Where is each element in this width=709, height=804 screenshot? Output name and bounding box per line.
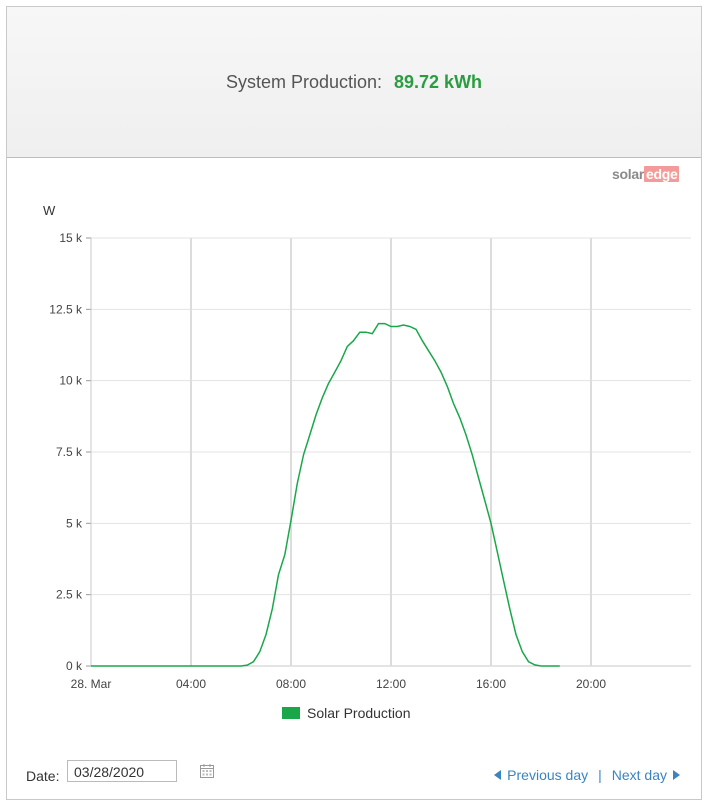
- nav-separator: |: [598, 767, 602, 783]
- date-label: Date:: [26, 768, 60, 784]
- solaredge-logo: solar edge: [612, 166, 680, 182]
- y-axis-label: W: [43, 203, 56, 218]
- x-tick-label: 04:00: [176, 677, 206, 691]
- y-tick-label: 5 k: [66, 516, 83, 530]
- previous-day-link[interactable]: Previous day: [507, 767, 589, 783]
- solar-production-line: [91, 322, 560, 667]
- grid-lines: [86, 237, 691, 667]
- production-value: 89.72 kWh: [394, 71, 483, 92]
- date-value: 03/28/2020: [74, 764, 145, 780]
- y-tick-label: 7.5 k: [56, 445, 83, 459]
- legend-label: Solar Production: [307, 705, 411, 721]
- x-tick-label: 20:00: [576, 677, 606, 691]
- production-panel: System Production: 89.72 kWh: [6, 6, 702, 800]
- chart-legend[interactable]: Solar Production: [282, 705, 411, 721]
- x-tick-label: 28. Mar: [71, 677, 112, 691]
- y-tick-label: 2.5 k: [56, 588, 83, 602]
- triangle-left-icon[interactable]: [494, 770, 502, 780]
- y-tick-label: 0 k: [66, 659, 83, 673]
- date-input[interactable]: 03/28/2020: [67, 760, 214, 782]
- x-tick-label: 08:00: [276, 677, 306, 691]
- x-tick-label: 12:00: [376, 677, 406, 691]
- x-tick-labels: 28. Mar 04:00 08:00 12:00 16:00 20:00: [71, 677, 607, 691]
- y-tick-label: 10 k: [59, 374, 83, 388]
- calendar-icon[interactable]: [199, 763, 215, 779]
- day-navigation: Previous day | Next day: [494, 767, 680, 783]
- y-tick-label: 15 k: [59, 231, 83, 245]
- triangle-right-icon[interactable]: [673, 770, 680, 780]
- legend-swatch: [282, 707, 300, 719]
- y-tick-label: 12.5 k: [49, 302, 83, 316]
- production-label: System Production:: [225, 71, 383, 92]
- x-tick-label: 16:00: [476, 677, 506, 691]
- y-tick-labels: 0 k 2.5 k 5 k 7.5 k 10 k 12.5 k 15 k: [49, 231, 83, 673]
- production-header: System Production: 89.72 kWh: [7, 7, 701, 158]
- date-footer: Date: 03/28/2020 Previous day | Next day: [26, 760, 686, 788]
- next-day-link[interactable]: Next day: [611, 767, 667, 783]
